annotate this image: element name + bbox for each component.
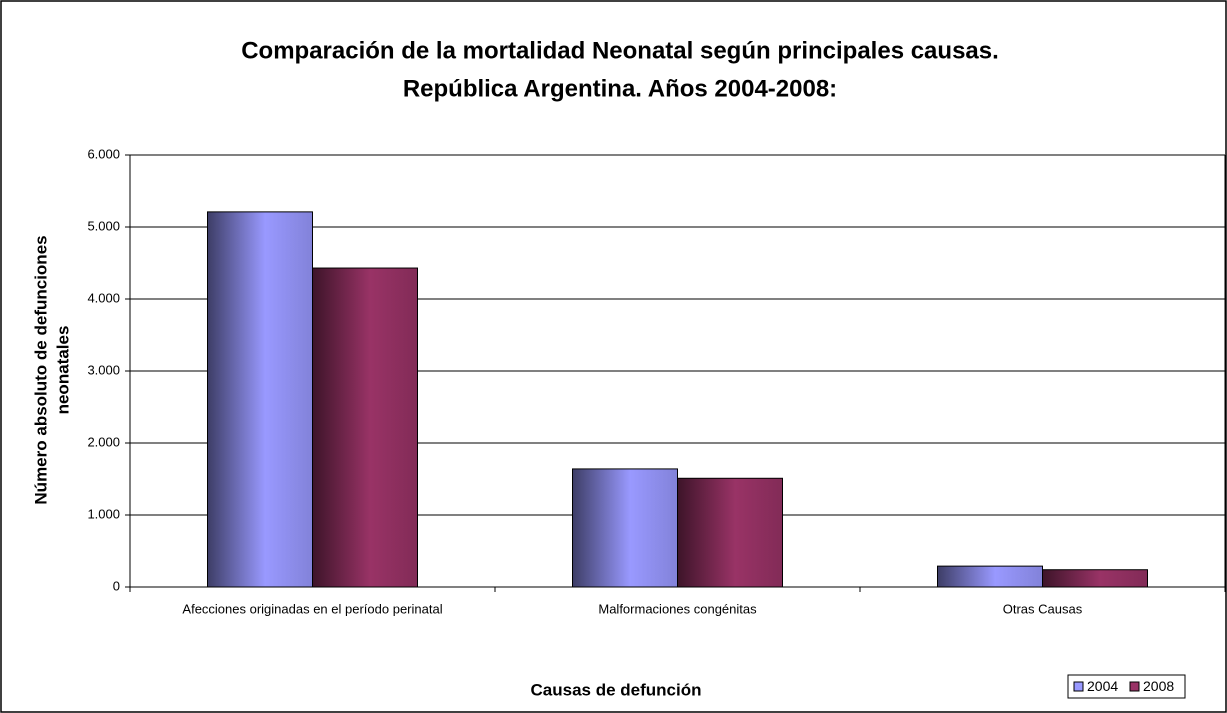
x-axis-label: Causas de defunción — [531, 680, 702, 699]
legend-box — [1067, 674, 1186, 699]
y-tick-label: 4.000 — [87, 290, 120, 305]
bar — [1042, 569, 1148, 588]
bar — [207, 211, 313, 588]
bar — [677, 477, 783, 588]
bar — [312, 267, 418, 588]
x-tick-label: Otras Causas — [1003, 601, 1083, 616]
x-tick-label: Afecciones originadas en el período peri… — [182, 601, 442, 616]
chart-title: República Argentina. Años 2004-2008: — [403, 75, 837, 102]
y-tick-label: 1.000 — [87, 506, 120, 521]
y-axis-label-group: Número absoluto de defunciones neonatale… — [31, 235, 72, 504]
y-tick-label: 6.000 — [87, 146, 120, 161]
y-tick-label: 0 — [113, 578, 120, 593]
x-tick-label: Malformaciones congénitas — [598, 601, 757, 616]
y-axis-label: neonatales — [53, 326, 72, 415]
y-tick-label: 2.000 — [87, 434, 120, 449]
legend-label: 2008 — [1143, 678, 1174, 694]
legend-swatch — [1129, 681, 1140, 692]
bar — [572, 468, 678, 588]
chart-title: Comparación de la mortalidad Neonatal se… — [241, 37, 999, 64]
y-axis-label: Número absoluto de defunciones — [31, 235, 50, 504]
y-tick-label: 5.000 — [87, 218, 120, 233]
legend-swatch — [1073, 681, 1084, 692]
bar — [937, 565, 1043, 588]
y-tick-label: 3.000 — [87, 362, 120, 377]
legend-label: 2004 — [1087, 678, 1118, 694]
